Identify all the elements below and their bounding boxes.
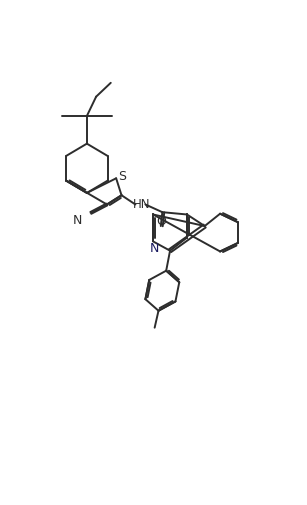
Text: HN: HN [133, 198, 150, 211]
Text: S: S [118, 170, 126, 183]
Text: O: O [157, 215, 166, 228]
Text: N: N [150, 241, 159, 255]
Text: N: N [73, 213, 82, 226]
